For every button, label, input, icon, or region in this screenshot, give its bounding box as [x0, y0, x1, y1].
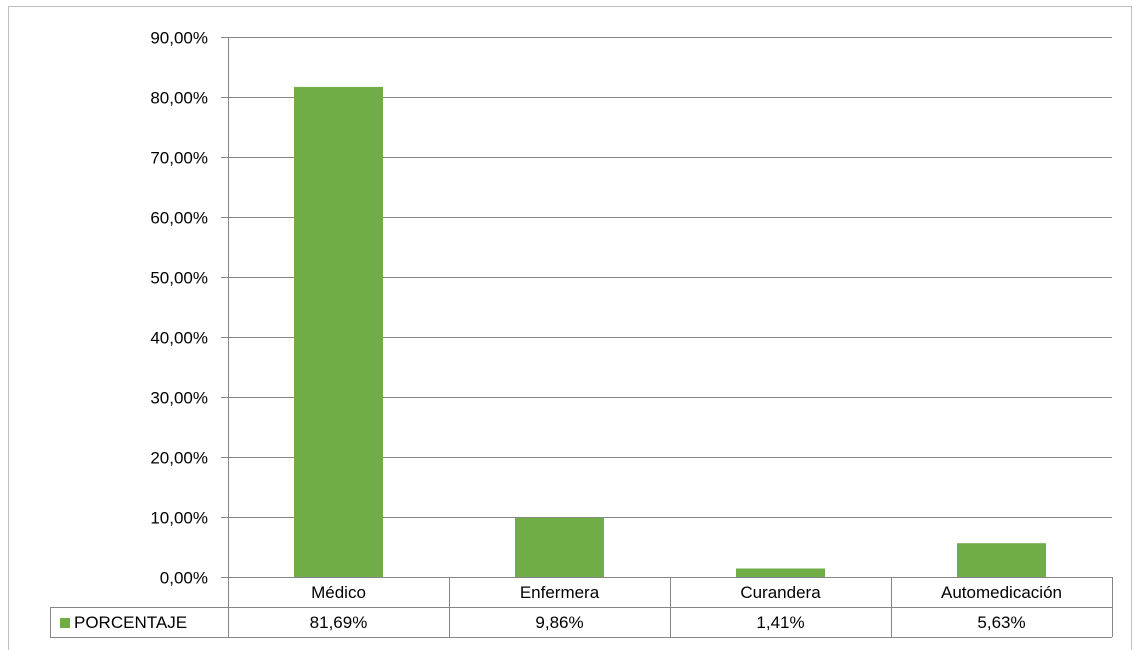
bar-1 [515, 517, 604, 577]
y-tick-label-6: 60,00% [150, 209, 208, 228]
data-label-1: 9,86% [535, 613, 583, 632]
y-tick-label-8: 80,00% [150, 89, 208, 108]
x-category-label-1: Enfermera [520, 583, 600, 602]
y-tick-label-3: 30,00% [150, 389, 208, 408]
legend-label-porcentaje: PORCENTAJE [74, 613, 187, 632]
bar-3 [957, 543, 1046, 577]
y-tick-label-7: 70,00% [150, 149, 208, 168]
bars [294, 86, 1046, 578]
x-category-label-0: Médico [311, 583, 366, 602]
y-tick-label-5: 50,00% [150, 269, 208, 288]
y-axis-ticks: 0,00% 10,00% 20,00% 30,00% 40,00% 50,00% 60,00… [150, 29, 229, 637]
x-category-label-2: Curandera [740, 583, 821, 602]
data-label-3: 5,63% [977, 613, 1025, 632]
y-tick-label-0: 0,00% [160, 569, 208, 588]
x-category-label-3: Automedicación [941, 583, 1062, 602]
y-tick-label-2: 20,00% [150, 449, 208, 468]
data-table: Médico 81,69% Enfermera 9,86% Curandera 1,41%… [50, 577, 1113, 638]
data-label-0: 81,69% [310, 613, 368, 632]
chart-frame [8, 6, 1132, 650]
bar-0 [294, 86, 383, 578]
legend-swatch-porcentaje [60, 618, 70, 628]
y-tick-label-1: 10,00% [150, 509, 208, 528]
bar-2 [736, 568, 825, 577]
y-tick-label-4: 40,00% [150, 329, 208, 348]
data-label-2: 1,41% [756, 613, 804, 632]
y-tick-label-9: 90,00% [150, 29, 208, 48]
